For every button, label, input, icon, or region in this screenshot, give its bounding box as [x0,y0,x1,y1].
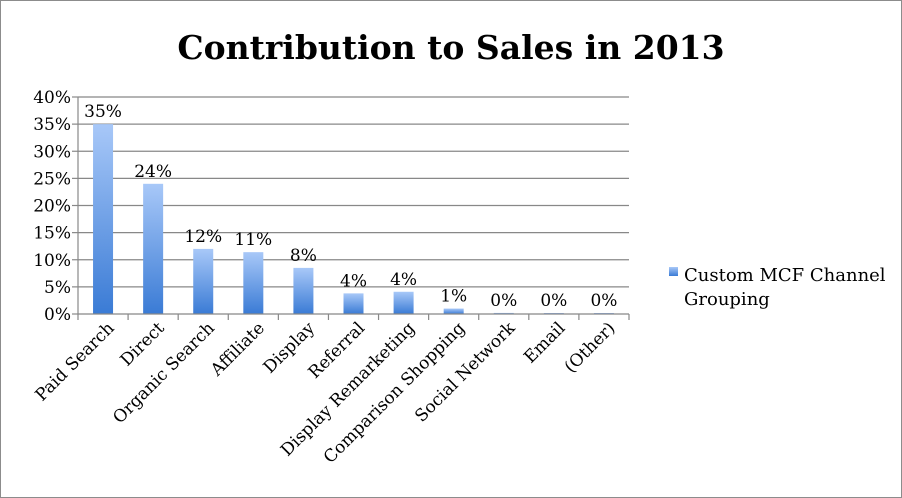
x-tick-label-10: (Other) [561,318,620,377]
data-label-0: 35% [84,102,122,122]
data-label-3: 11% [234,230,272,250]
gridlines [72,96,629,315]
y-axis-tick-labels: 0% 5% 10% 15% 20% 25% 30% 35% 40% [33,88,71,325]
x-tick-label-9: Email [520,318,569,367]
y-tick-label: 25% [33,169,71,189]
bar-5 [343,293,364,314]
bar-4 [293,267,314,314]
y-tick-label: 35% [33,115,71,135]
bar-1 [143,183,164,314]
bar-7 [443,308,464,314]
y-tick-label: 15% [33,224,71,244]
data-label-10: 0% [590,291,617,311]
bar-3 [243,252,264,314]
legend-swatch [669,267,678,276]
chart-title: Contribution to Sales in 2013 [177,28,724,67]
x-tick-label-3: Affiliate [206,318,269,381]
legend: Custom MCF Channel Grouping [669,265,886,310]
data-label-4: 8% [290,246,317,266]
axes [77,97,630,320]
y-tick-label: 30% [33,142,71,162]
data-label-2: 12% [184,227,222,247]
data-label-9: 0% [540,291,567,311]
data-labels: 35% 24% 12% 11% 8% 4% 4% 1% 0% 0% 0% [84,102,617,311]
bars [93,124,614,314]
bar-0 [93,124,114,314]
data-label-1: 24% [134,162,172,182]
bar-2 [193,248,214,314]
legend-label-line2: Grouping [684,289,770,310]
data-label-8: 0% [490,291,517,311]
y-tick-label: 10% [33,251,71,271]
data-label-6: 4% [390,270,417,290]
legend-label-line1: Custom MCF Channel [684,265,886,286]
y-tick-label: 20% [33,197,71,217]
y-tick-label: 40% [33,88,71,108]
bar-6 [393,291,414,314]
data-label-7: 1% [440,287,467,307]
y-tick-label: 0% [44,305,71,325]
y-tick-label: 5% [44,278,71,298]
data-label-5: 4% [340,271,367,291]
x-tick-label-0: Paid Search [32,318,119,405]
